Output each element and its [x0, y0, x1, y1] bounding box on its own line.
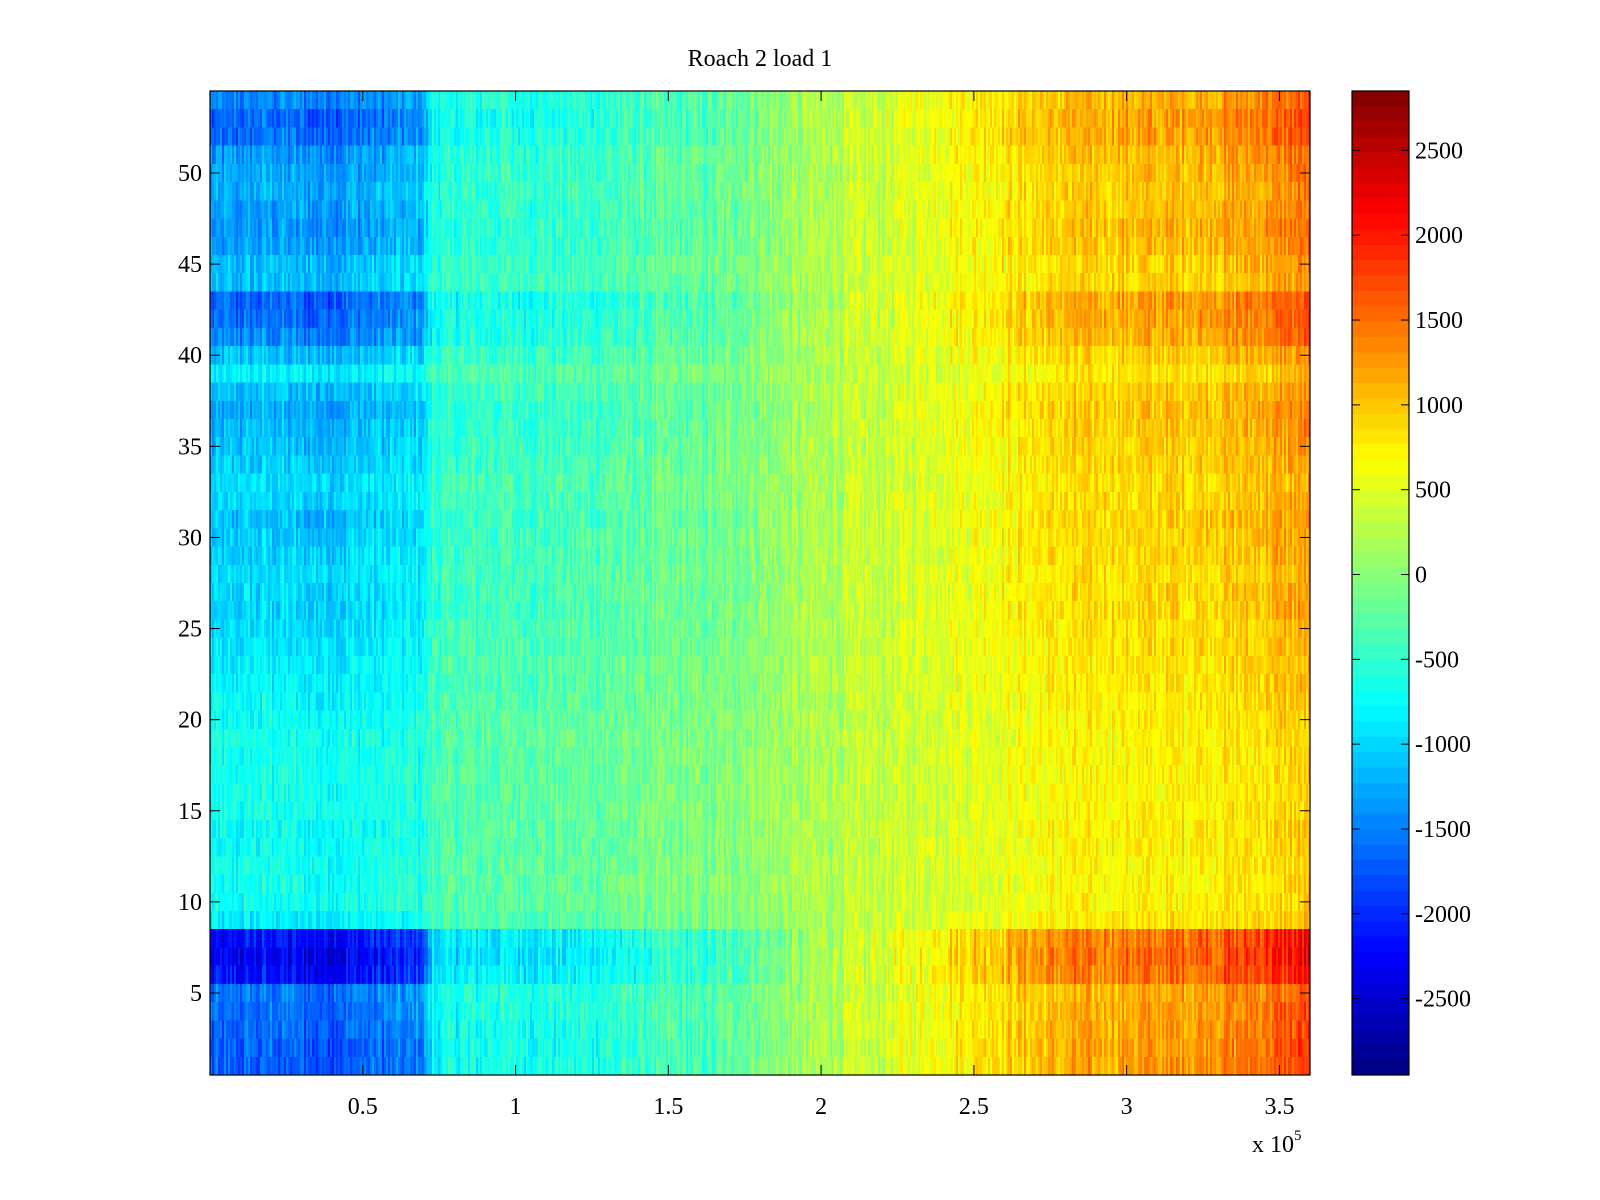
y-tick-label: 50 — [178, 161, 202, 187]
colorbar: 2500 2000 1500 1000 500 0 -500 -1000 -1500 -2000 -… — [1351, 90, 1471, 1076]
y-tick-label: 30 — [178, 525, 202, 551]
y-tick-label: 25 — [178, 617, 202, 643]
x-tick-label: 1.5 — [653, 1094, 683, 1120]
colorbar-tick-label: -1500 — [1415, 817, 1471, 843]
colorbar-tick-label: 1500 — [1415, 308, 1463, 334]
colorbar-tick-label: -500 — [1415, 647, 1459, 673]
x-tick-label: 3.5 — [1264, 1094, 1294, 1120]
x-tick-label: 2.5 — [959, 1094, 989, 1120]
chart-title: Roach 2 load 1 — [688, 46, 833, 72]
x-axis-multiplier-exponent: 5 — [1294, 1128, 1302, 1144]
y-tick-label: 20 — [178, 708, 202, 734]
heatmap-cells — [210, 91, 1310, 1075]
colorbar-axis: 2500 2000 1500 1000 500 0 -500 -1000 -1500 -2000 -… — [1352, 138, 1471, 1013]
x-tick-label: 1 — [510, 1094, 522, 1120]
x-axis: 0.5 1 1.5 2 2.5 3 3.5 — [348, 91, 1294, 1120]
y-axis: 5 10 15 20 25 30 35 40 45 50 — [178, 161, 1310, 1007]
colorbar-tick-label: -2500 — [1415, 987, 1471, 1013]
y-tick-label: 5 — [190, 981, 202, 1007]
colorbar-tick-label: 2500 — [1415, 138, 1463, 164]
colorbar-tick-label: 2000 — [1415, 223, 1463, 249]
y-tick-label: 10 — [178, 890, 202, 916]
y-tick-label: 45 — [178, 252, 202, 278]
colorbar-gradient — [1352, 91, 1409, 1075]
heatmap-plot: 0.5 1 1.5 2 2.5 3 3.5 5 10 15 20 25 30 35 40 45 50 x 10… — [178, 90, 1311, 1158]
colorbar-tick-label: 1000 — [1415, 393, 1463, 419]
y-tick-label: 35 — [178, 434, 202, 460]
plot-frame — [209, 90, 1311, 1076]
colorbar-tick-label: -1000 — [1415, 732, 1471, 758]
x-tick-label: 3 — [1121, 1094, 1133, 1120]
y-tick-label: 40 — [178, 343, 202, 369]
x-tick-label: 0.5 — [348, 1094, 378, 1120]
x-axis-multiplier: x 105 — [1252, 1128, 1302, 1158]
colorbar-tick-label: -2000 — [1415, 902, 1471, 928]
colorbar-frame — [1351, 90, 1410, 1076]
y-tick-label: 15 — [178, 799, 202, 825]
x-tick-label: 2 — [815, 1094, 827, 1120]
colorbar-tick-label: 500 — [1415, 478, 1451, 504]
colorbar-tick-label: 0 — [1415, 563, 1427, 589]
